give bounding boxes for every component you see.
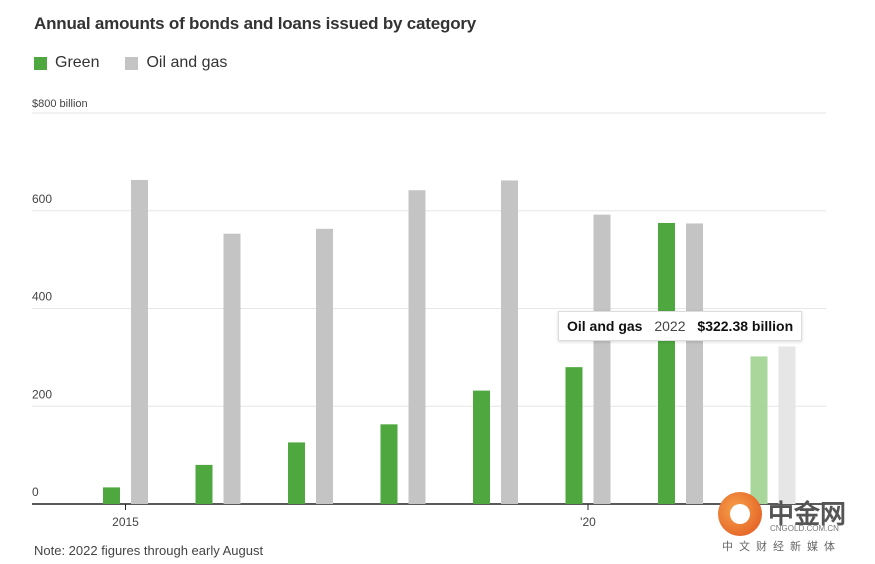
legend-swatch-oil-and-gas: [125, 56, 139, 70]
chart-title: Annual amounts of bonds and loans issued…: [34, 14, 477, 33]
bar-green-2022[interactable]: [750, 356, 768, 504]
watermark-logo: 中金网 CNGOLD.COM.CN 中文财经新媒体: [718, 492, 868, 554]
legend-swatch-green: [34, 56, 47, 70]
tooltip-year: 2022: [654, 318, 686, 334]
bar-green-2020[interactable]: [565, 367, 583, 504]
logo-name: 中金网: [768, 500, 847, 530]
bar-oil-and-gas-2015[interactable]: [131, 179, 148, 505]
bar-green-2015[interactable]: [103, 487, 120, 504]
y-tick-label: 0: [32, 485, 39, 499]
y-tick-label: 200: [32, 387, 52, 401]
legend-item-oil-and-gas: Oil and gas: [125, 54, 227, 72]
bar-green-2019[interactable]: [473, 390, 490, 504]
logo-tagline: 中文财经新媒体: [722, 541, 841, 553]
y-tick-label: $800 billion: [32, 98, 88, 110]
logo-mark-icon: [718, 492, 762, 536]
chart-note: Note: 2022 figures through early August: [34, 543, 264, 558]
bar-oil-and-gas-2020[interactable]: [593, 214, 611, 504]
bar-oil-and-gas-2022[interactable]: [778, 346, 796, 504]
legend-item-green: Green: [34, 54, 99, 72]
bar-oil-and-gas-2018[interactable]: [408, 190, 426, 504]
bar-green-2018[interactable]: [380, 424, 398, 504]
bar-green-2016[interactable]: [195, 464, 213, 504]
tooltip-value: $322.38 billion: [697, 318, 794, 334]
chart-tooltip: Oil and gas 2022 $322.38 billion: [558, 311, 803, 341]
bar-oil-and-gas-2016[interactable]: [223, 233, 241, 504]
legend-label-green: Green: [55, 54, 100, 71]
chart-legend: Green Oil and gas: [34, 54, 245, 72]
bar-oil-and-gas-2021[interactable]: [686, 223, 703, 504]
bar-green-2021[interactable]: [658, 222, 675, 504]
bar-oil-and-gas-2017[interactable]: [316, 228, 333, 505]
x-tick-label: '20: [580, 515, 596, 529]
y-tick-label: 600: [32, 192, 52, 206]
tooltip-series: Oil and gas: [567, 318, 643, 334]
bar-green-2017[interactable]: [288, 442, 305, 504]
legend-label-oil-and-gas: Oil and gas: [146, 54, 228, 71]
x-tick-label: 2015: [112, 515, 139, 529]
y-tick-label: 400: [32, 290, 52, 304]
logo-domain: CNGOLD.COM.CN: [770, 524, 839, 533]
bar-oil-and-gas-2019[interactable]: [501, 180, 518, 504]
